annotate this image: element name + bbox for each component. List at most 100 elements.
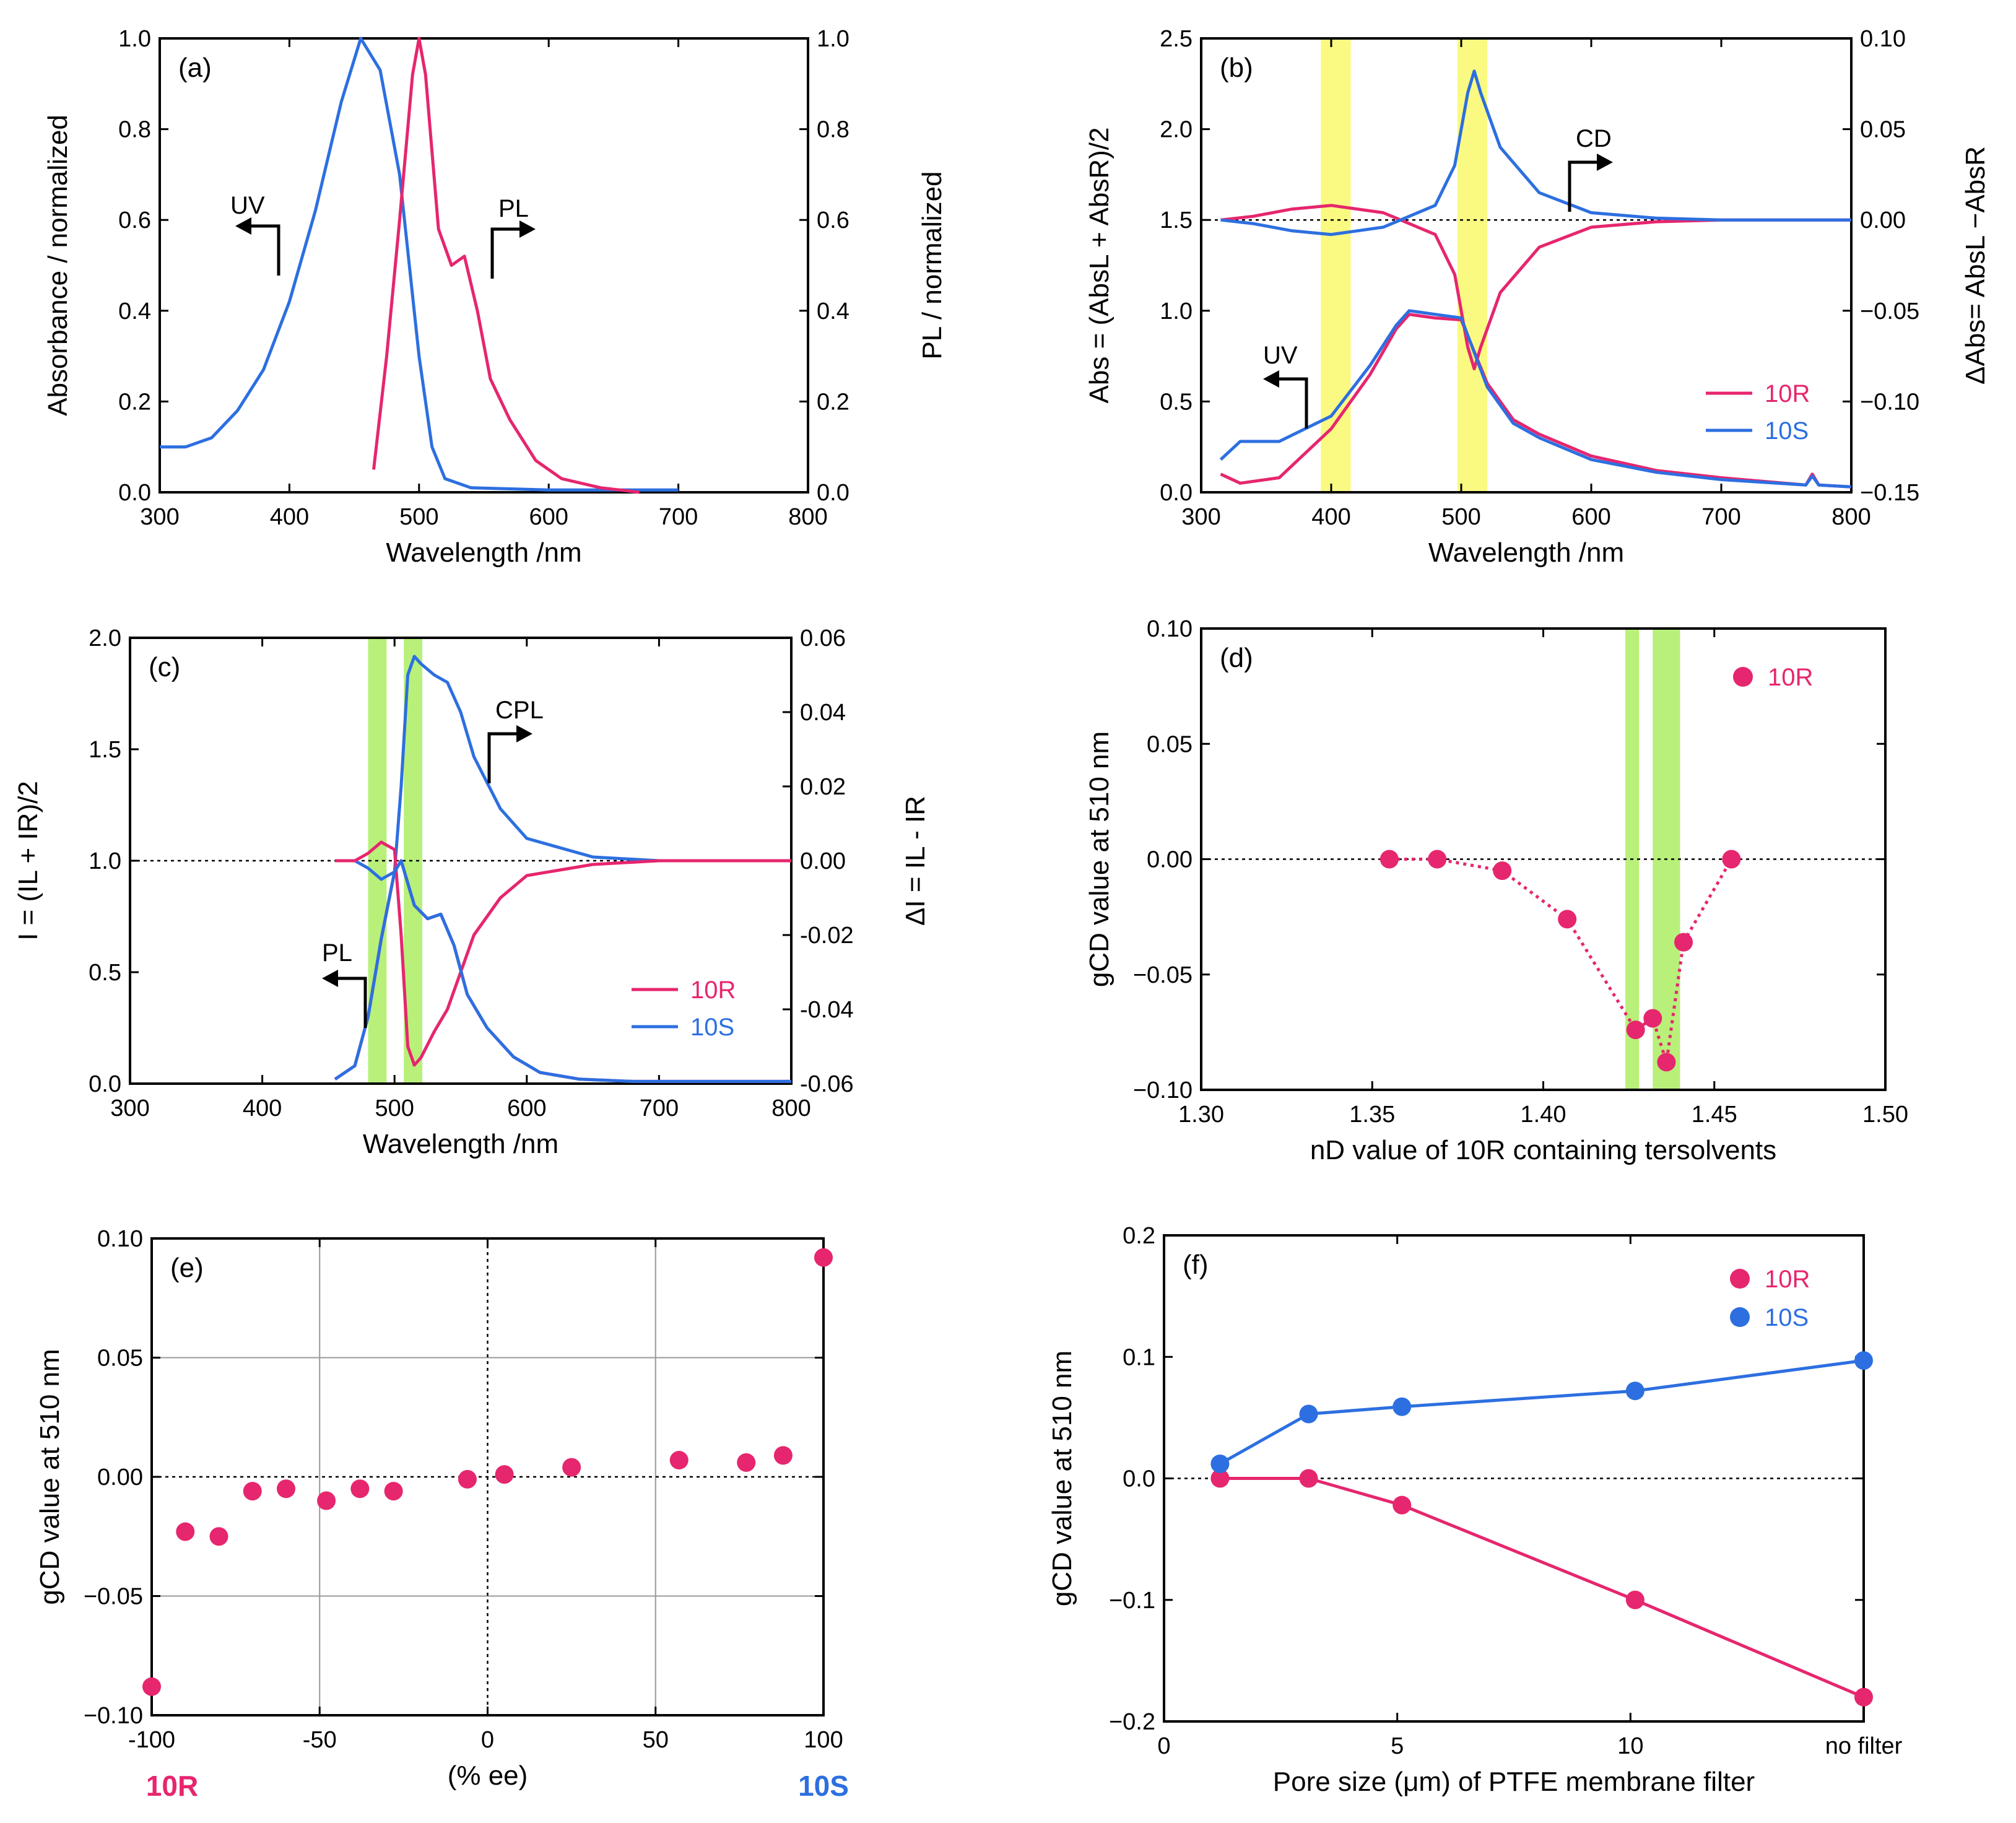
series-line-10S-UV: [1219, 309, 1852, 489]
y-tick-label: 0.5: [1160, 389, 1193, 415]
panel-d: 1.30 1.35 1.40 1.45 1.50 −0.10 −0.05 0.00 0.05 0.…: [1084, 616, 1908, 1165]
arrow-head: [235, 217, 251, 235]
legend-marker: [1730, 1307, 1750, 1327]
data-point: [1625, 1590, 1645, 1609]
panel-label: (b): [1220, 53, 1253, 83]
y-tick-label: 0.8: [118, 117, 151, 143]
end-label-10S: 10S: [798, 1770, 849, 1802]
series-line-10S-PL: [334, 859, 791, 1083]
x-tick-label: 0: [481, 1727, 494, 1753]
annotation-label: UV: [1263, 342, 1298, 369]
x-axis-title: nD value of 10R containing tersolvents: [1310, 1135, 1776, 1165]
data-point: [1493, 861, 1512, 881]
y2-tick-label: 0.8: [817, 117, 849, 143]
x-tick-label: no filter: [1825, 1733, 1903, 1759]
x-tick-label: 1.35: [1349, 1102, 1395, 1128]
y-tick-label: 0.5: [89, 960, 121, 986]
legend-marker: [1733, 667, 1753, 687]
y-tick-label: 1.0: [118, 26, 151, 52]
data-point: [209, 1527, 228, 1546]
panel-label: (d): [1220, 643, 1253, 673]
data-point: [243, 1482, 262, 1501]
y-tick-label: 0.0: [1123, 1466, 1155, 1492]
data-point: [1674, 933, 1693, 952]
data-point: [1722, 850, 1741, 869]
data-point: [1625, 1381, 1645, 1401]
y-tick-label: 1.5: [89, 737, 121, 763]
y-axis-title: Abs = (AbsL + AbsR)/2: [1084, 128, 1114, 404]
y-tick-label: 2.0: [89, 625, 121, 651]
legend-label: 10R: [690, 977, 736, 1004]
y-tick-label: 0.00: [1147, 847, 1193, 873]
y-tick-label: 0.00: [97, 1464, 143, 1490]
y-axis-title: gCD value at 510 nm: [35, 1349, 65, 1604]
data-point: [384, 1482, 403, 1501]
y-tick-label: 1.0: [89, 848, 121, 874]
x-tick-label: 600: [529, 504, 568, 530]
y-tick-label: −0.10: [1133, 1077, 1193, 1103]
panel-a: 300 400 500 600 700 8000.00.20.40.60.81.00.00…: [43, 26, 947, 568]
panel-label: (c): [149, 652, 180, 682]
arrow: [487, 732, 519, 783]
x-tick-label: 500: [399, 504, 438, 530]
panel-b: 300 400 500 600 700 800 0.0 0.5 1.0 1.5 2.0 2.5 −0.1…: [1084, 26, 1991, 568]
legend-marker: [1730, 1269, 1750, 1289]
x-tick-label: 400: [270, 504, 309, 530]
x-tick-label: 600: [507, 1095, 546, 1121]
data-point: [1210, 1454, 1230, 1473]
y2-tick-label: 0.10: [1860, 26, 1906, 52]
arrow: [1277, 377, 1308, 429]
y2-tick-label: -0.06: [800, 1071, 854, 1097]
arrow-head: [519, 220, 536, 238]
y-tick-label: −0.10: [84, 1703, 143, 1729]
y-tick-label: 1.0: [1160, 298, 1193, 324]
data-point: [1854, 1687, 1873, 1707]
annotation-label: CPL: [495, 697, 544, 724]
x-tick-label: 800: [788, 504, 827, 530]
x-tick-label: 400: [243, 1095, 282, 1121]
y2-tick-label: 0.4: [817, 298, 849, 324]
y2-tick-label: 0.0: [817, 480, 849, 506]
x-axis-title: Pore size (μm) of PTFE membrane filter: [1273, 1767, 1755, 1797]
y2-tick-label: -0.02: [800, 923, 854, 949]
series-line-UV: [160, 37, 679, 492]
panel-label: (e): [170, 1253, 204, 1283]
x-tick-label: 50: [643, 1727, 669, 1753]
y-tick-label: 0.10: [97, 1226, 143, 1252]
y2-tick-label: 0.04: [800, 700, 846, 726]
y-tick-label: 0.2: [118, 389, 151, 415]
y-tick-label: 0.0: [118, 480, 151, 506]
y2-axis-title: PL / normalized: [917, 171, 947, 359]
data-point: [562, 1458, 581, 1477]
x-tick-label: 700: [640, 1095, 679, 1121]
x-axis-title: Wavelength /nm: [1428, 537, 1624, 568]
panel-label: (a): [178, 53, 212, 83]
arrow-head: [1263, 370, 1279, 388]
y2-tick-label: 1.0: [817, 26, 849, 52]
x-tick-label: 5: [1391, 1733, 1404, 1759]
x-tick-label: 1.50: [1862, 1102, 1908, 1128]
y2-tick-label: −0.05: [1860, 298, 1919, 324]
data-point: [1854, 1351, 1873, 1370]
x-tick-label: 300: [110, 1095, 149, 1121]
data-point: [277, 1479, 295, 1499]
x-tick-label: 700: [659, 504, 698, 530]
y2-tick-label: 0.2: [817, 389, 849, 415]
arrow-head: [1597, 154, 1613, 171]
data-point: [317, 1491, 336, 1510]
y-tick-label: 2.0: [1160, 117, 1193, 143]
legend-label: 10S: [1765, 417, 1809, 445]
y-tick-label: −0.05: [84, 1584, 143, 1610]
x-tick-label: 800: [1831, 504, 1870, 530]
data-point: [176, 1522, 195, 1541]
annotation-label: UV: [230, 192, 265, 219]
x-tick-label: -50: [303, 1727, 337, 1753]
y-tick-label: 0.10: [1147, 616, 1193, 642]
data-point: [1299, 1469, 1318, 1488]
y2-tick-label: 0.00: [1860, 207, 1906, 233]
data-point: [1626, 1020, 1645, 1040]
y2-tick-label: −0.10: [1860, 389, 1919, 415]
data-point: [1210, 1469, 1230, 1488]
x-tick-label: 1.45: [1692, 1102, 1737, 1128]
